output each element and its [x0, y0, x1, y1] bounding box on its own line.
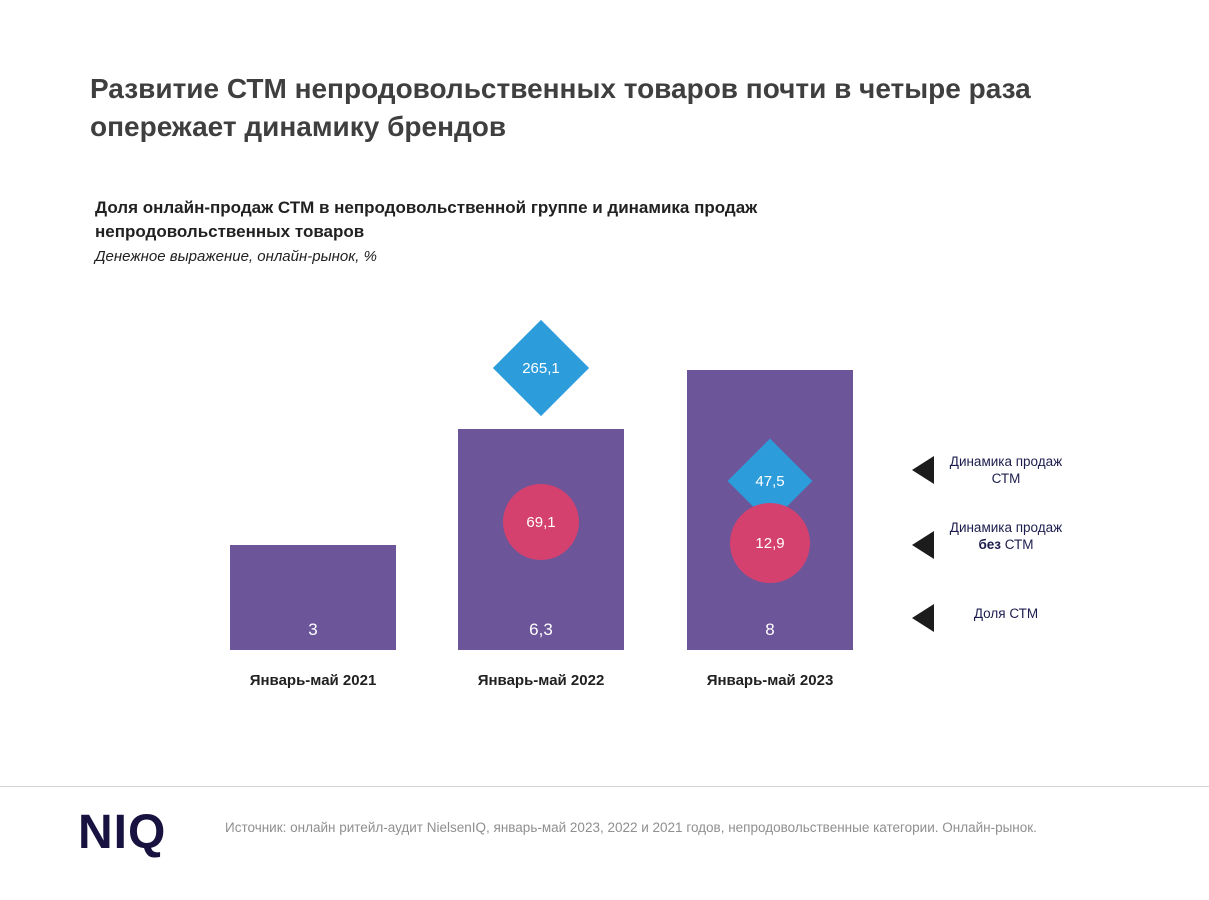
source-note: Источник: онлайн ритейл-аудит NielsenIQ,…: [225, 820, 1037, 835]
slide-title: Развитие СТМ непродовольственных товаров…: [90, 73, 1031, 142]
diamond-marker-2022: 265,1: [492, 319, 590, 417]
circle-value-2022: 69,1: [526, 513, 556, 531]
category-label-2023: Январь-май 2023: [706, 672, 834, 689]
footer-divider: [0, 786, 1209, 787]
diamond-value-2023: 47,5: [755, 472, 785, 490]
legend-text-bold: без: [978, 537, 1001, 553]
bar-value-label-2022: 6,3: [529, 620, 553, 639]
chart-heading: Доля онлайн-продаж СТМ в непродовольстве…: [95, 198, 758, 241]
niq-logo: NIQ: [78, 806, 167, 859]
category-label-2021: Январь-май 2021: [249, 672, 377, 689]
legend-text-prefix: Динамика продаж: [949, 520, 1063, 535]
bar-2021: 3: [230, 545, 396, 650]
chart-subheading: Денежное выражение, онлайн-рынок, %: [95, 248, 377, 265]
bar-value-label-2021: 3: [308, 620, 318, 639]
circle-value-2023: 12,9: [755, 534, 785, 552]
circle-marker-2022: 69,1: [503, 484, 579, 560]
legend-text-suffix: СТМ: [1001, 537, 1034, 553]
legend-item-share-stm: Доля СТМ: [973, 606, 1039, 621]
legend-arrow-icon: [912, 604, 934, 632]
legend-arrow-icon: [912, 456, 934, 484]
legend-item-dynamics-without-stm: Динамика продаж без СТМ: [945, 519, 1067, 554]
bar-value-label-2023: 8: [765, 620, 775, 639]
legend-arrow-icon: [912, 531, 934, 559]
category-label-2022: Январь-май 2022: [477, 672, 605, 689]
circle-marker-2023: 12,9: [730, 503, 810, 583]
diamond-value-2022: 265,1: [522, 359, 560, 377]
legend-item-dynamics-stm: Динамика продаж СТМ: [949, 454, 1063, 487]
diamond-marker-2023: 47,5: [727, 438, 813, 524]
